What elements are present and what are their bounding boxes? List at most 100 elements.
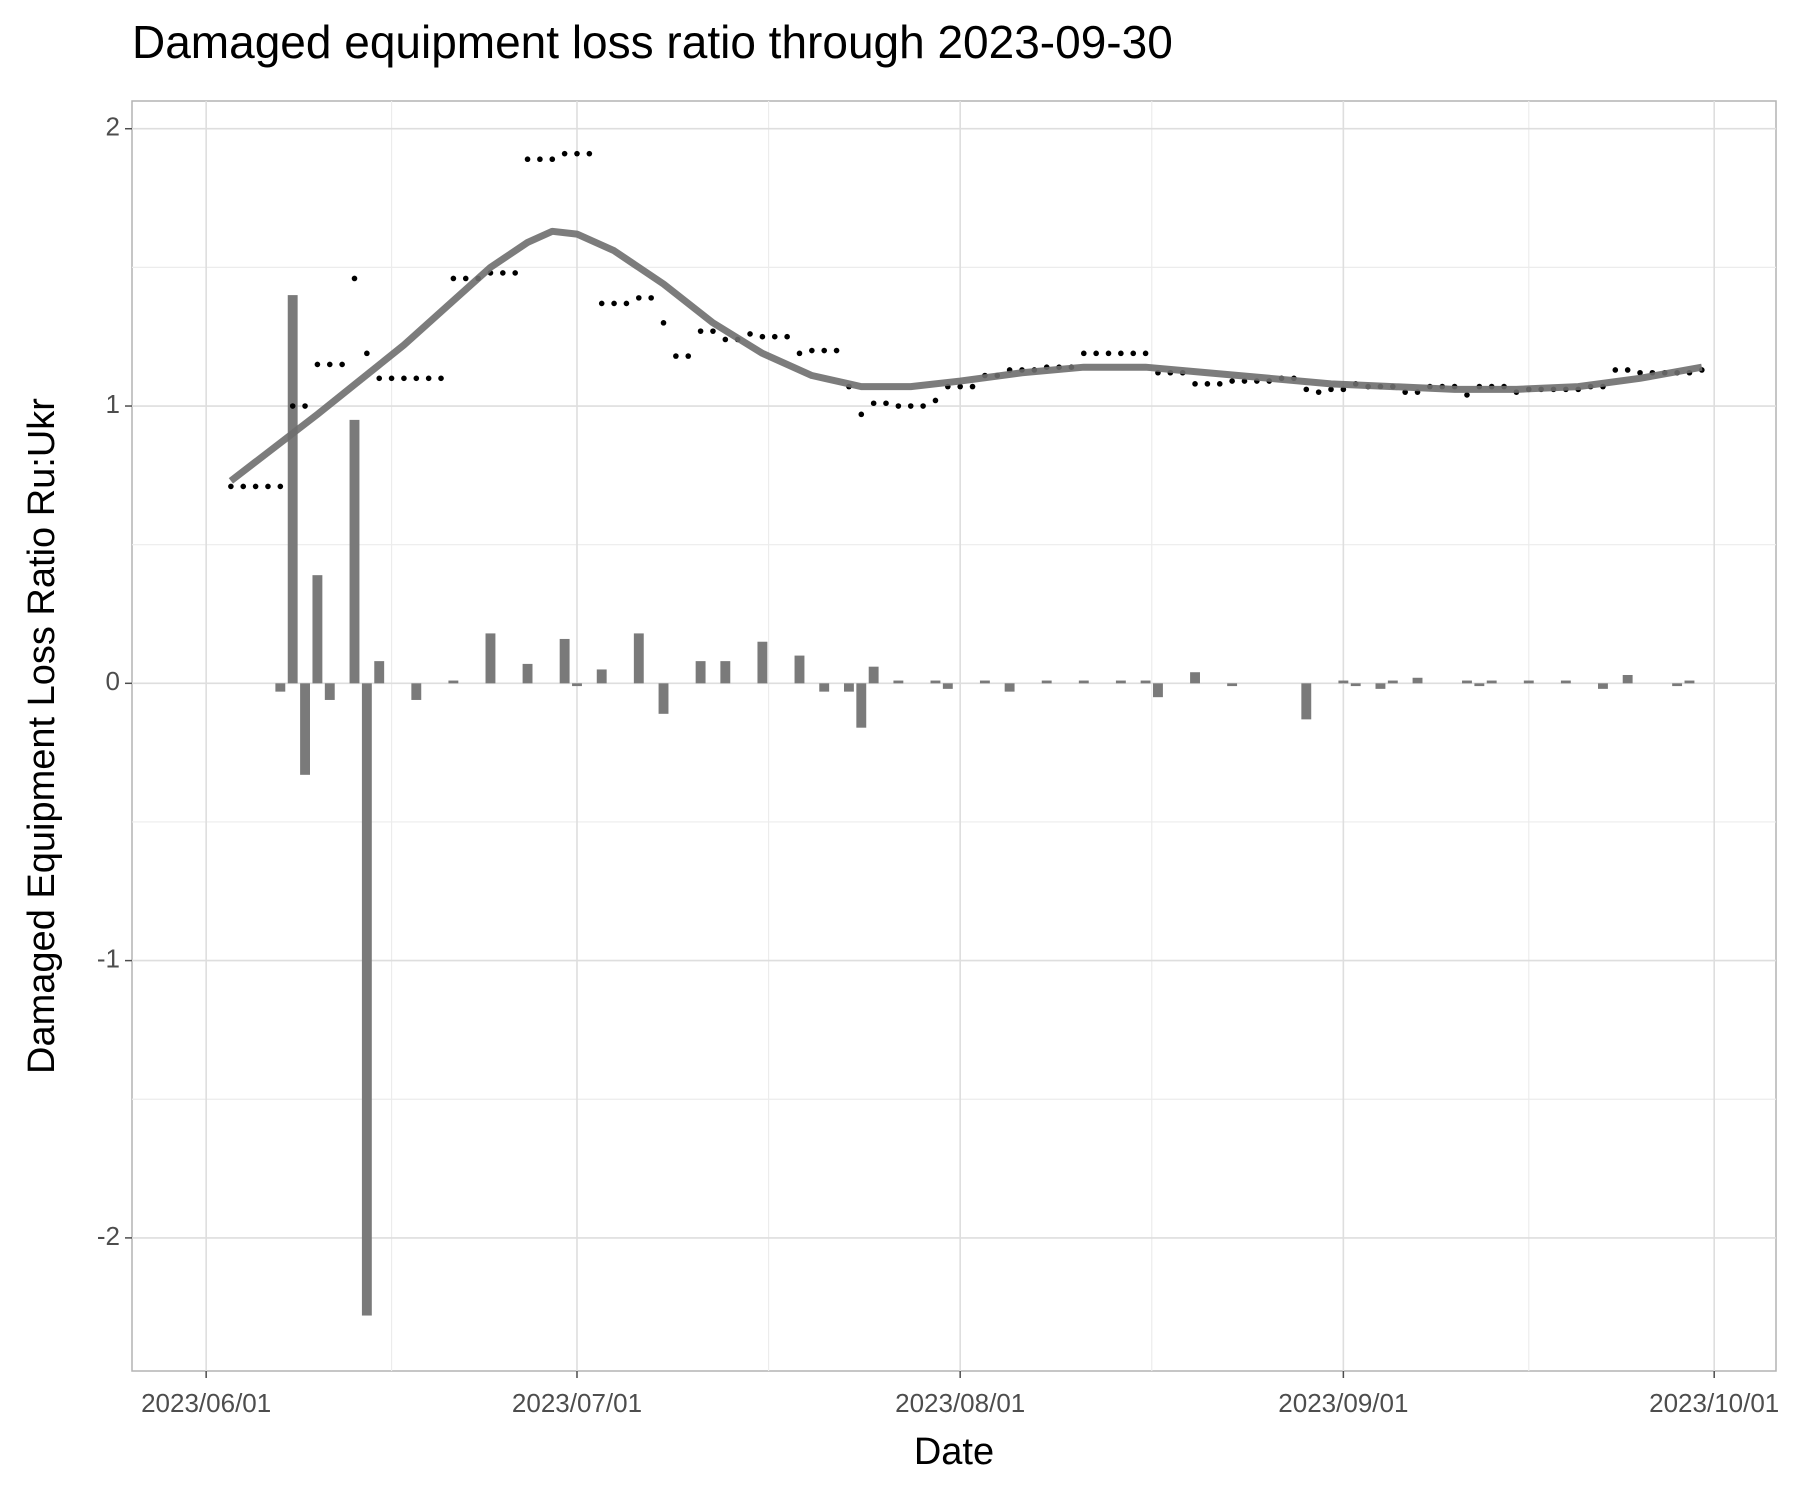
bar: [361, 683, 372, 1316]
bar: [1684, 680, 1695, 684]
bar: [868, 666, 879, 684]
bar: [979, 680, 990, 684]
point: [611, 300, 617, 307]
point: [524, 156, 531, 163]
bar: [572, 683, 582, 687]
y-tick-label: -1: [97, 943, 120, 973]
bar: [633, 633, 644, 684]
bar: [1350, 683, 1361, 687]
point: [1328, 386, 1334, 393]
point: [537, 156, 543, 163]
point: [895, 403, 902, 409]
point: [660, 320, 667, 326]
bar: [1227, 683, 1238, 687]
point: [598, 300, 605, 307]
bar: [1115, 680, 1126, 684]
point: [326, 361, 333, 368]
point: [574, 150, 580, 157]
point: [228, 483, 234, 490]
point: [648, 295, 654, 301]
point: [623, 300, 630, 307]
bar: [1622, 674, 1633, 684]
point: [833, 347, 840, 354]
point: [252, 483, 259, 490]
point: [1464, 392, 1470, 398]
point: [1130, 350, 1137, 357]
point: [500, 270, 506, 276]
bar: [1672, 683, 1683, 687]
point: [759, 333, 766, 340]
point: [635, 295, 642, 301]
bar: [1338, 680, 1349, 684]
bar: [1140, 680, 1151, 684]
point: [364, 350, 370, 357]
point: [277, 483, 284, 490]
x-tick-label: 2023/10/01: [1649, 1388, 1779, 1418]
point: [1612, 367, 1619, 373]
point: [450, 275, 457, 282]
point: [512, 270, 518, 276]
bar: [930, 680, 941, 684]
bar: [411, 683, 422, 700]
x-tick-label: 2023/07/01: [512, 1388, 642, 1418]
point: [1192, 381, 1198, 387]
point: [1093, 350, 1099, 357]
bar: [522, 663, 533, 684]
bar: [1301, 683, 1312, 720]
bar: [349, 419, 360, 684]
point: [314, 361, 321, 368]
point: [1229, 378, 1235, 384]
point: [957, 383, 963, 390]
point: [351, 275, 358, 282]
bar: [942, 683, 953, 689]
bar: [275, 683, 286, 692]
point: [1637, 369, 1643, 376]
bar: [1041, 680, 1052, 684]
point: [870, 400, 877, 407]
x-tick-label: 2023/06/01: [141, 1388, 271, 1418]
bar: [448, 680, 459, 684]
x-tick-label: 2023/09/01: [1278, 1388, 1408, 1418]
point: [438, 375, 444, 382]
point: [932, 397, 939, 404]
point: [302, 403, 308, 409]
point: [969, 383, 976, 390]
point: [685, 353, 692, 359]
point: [549, 156, 556, 163]
point: [1624, 367, 1631, 373]
point: [413, 375, 420, 382]
bar: [1474, 683, 1485, 687]
bar: [658, 683, 669, 714]
point: [561, 150, 568, 157]
bar: [1004, 683, 1015, 692]
point: [1080, 350, 1087, 357]
point: [1315, 389, 1322, 395]
point: [771, 333, 778, 340]
point: [710, 328, 716, 334]
chart-title: Damaged equipment loss ratio through 202…: [132, 16, 1173, 68]
point: [883, 400, 889, 407]
x-axis-label: Date: [914, 1431, 994, 1473]
bar: [374, 661, 385, 684]
bar: [485, 633, 496, 684]
point: [425, 375, 432, 382]
bar: [596, 669, 607, 684]
smooth-line: [228, 227, 1703, 484]
point: [1303, 386, 1310, 393]
bar: [1375, 683, 1386, 689]
y-tick-label: 0: [106, 666, 120, 696]
bar: [287, 295, 298, 684]
y-axis-label: Damaged Equipment Loss Ratio Ru:Ukr: [21, 398, 63, 1074]
point: [376, 375, 383, 382]
y-tick-label: 1: [106, 389, 120, 419]
point: [697, 328, 704, 334]
point: [265, 483, 271, 490]
point: [388, 375, 395, 382]
bar: [819, 683, 830, 692]
bar: [843, 683, 854, 692]
bar: [1462, 680, 1472, 684]
bar: [1560, 680, 1571, 684]
y-tick-label: -2: [97, 1221, 120, 1251]
point: [1142, 350, 1149, 357]
